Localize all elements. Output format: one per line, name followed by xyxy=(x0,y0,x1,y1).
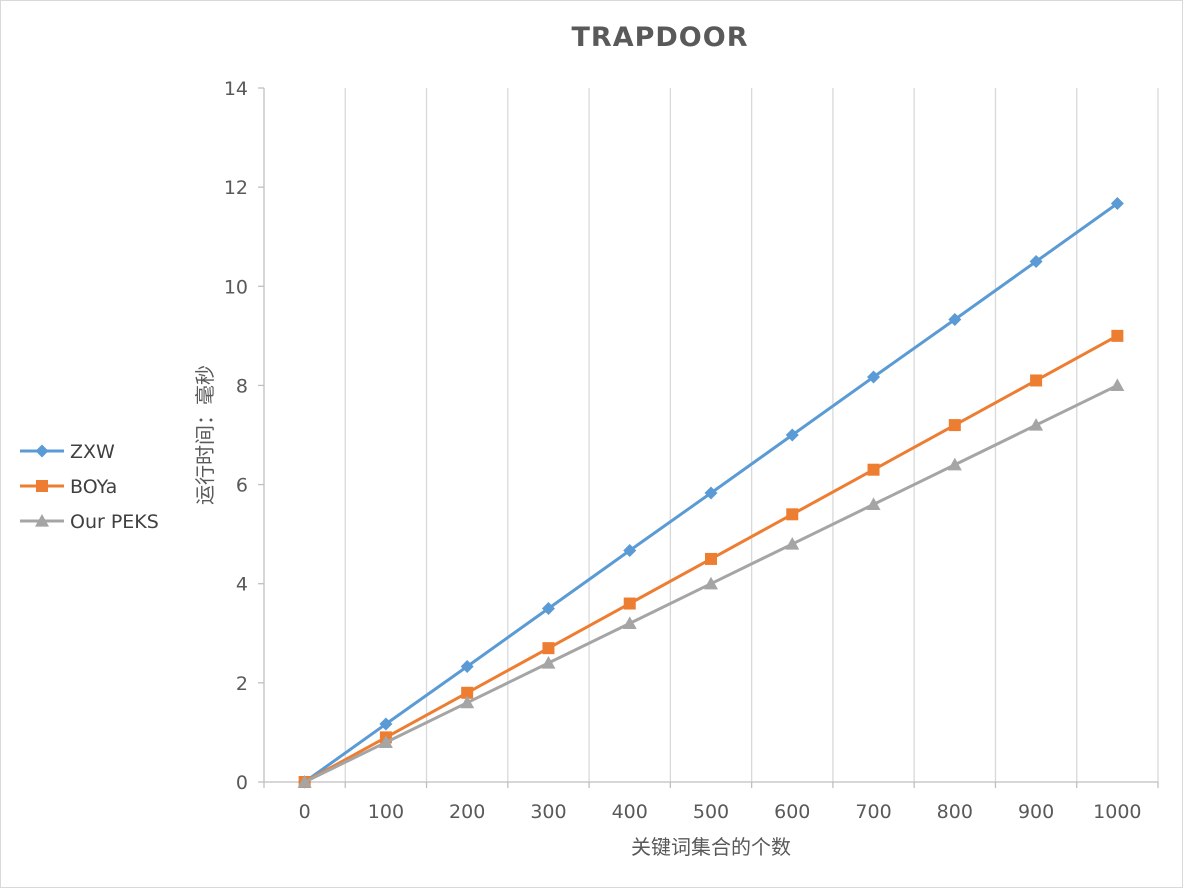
legend: ZXW BOYa Our PEKS xyxy=(20,441,159,533)
y-axis-ticks: 0 2 4 6 8 10 12 14 xyxy=(224,78,264,794)
x-axis-title: 关键词集合的个数 xyxy=(631,835,791,859)
data-point-zxw xyxy=(1110,197,1124,211)
x-axis-ticks: 0 100 200 300 400 500 600 700 800 900 1000 xyxy=(263,782,1159,823)
y-tick-label: 14 xyxy=(224,78,248,100)
data-point-boya xyxy=(623,597,636,610)
legend-label: Our PEKS xyxy=(70,511,159,533)
series-boya xyxy=(298,329,1124,788)
x-tick-label: 400 xyxy=(612,801,648,823)
plot-axes xyxy=(263,88,1158,783)
legend-marker xyxy=(36,480,48,492)
data-point-our-peks xyxy=(785,537,800,550)
y-axis-title: 运行时间：毫秒 xyxy=(193,365,217,505)
x-tick-label: 600 xyxy=(774,801,810,823)
legend-item-our-peks: Our PEKS xyxy=(20,511,159,533)
data-point-our-peks xyxy=(704,576,718,590)
data-point-boya xyxy=(461,686,474,699)
data-point-boya xyxy=(867,463,880,476)
data-point-our-peks xyxy=(460,695,475,709)
legend-item-zxw: ZXW xyxy=(20,441,115,463)
x-tick-label: 300 xyxy=(530,801,566,823)
legend-marker xyxy=(35,444,49,458)
data-point-boya xyxy=(786,508,799,521)
y-tick-label: 2 xyxy=(236,673,248,695)
data-point-our-peks xyxy=(947,457,962,471)
y-tick-label: 0 xyxy=(236,772,248,794)
y-tick-label: 6 xyxy=(236,475,248,497)
data-point-zxw xyxy=(785,428,799,442)
data-point-zxw xyxy=(704,486,718,500)
x-tick-label: 100 xyxy=(368,801,404,823)
x-tick-label: 1000 xyxy=(1093,801,1141,823)
data-point-zxw xyxy=(948,312,962,326)
x-tick-label: 800 xyxy=(937,801,973,823)
legend-marker xyxy=(35,514,49,527)
plot-gridlines xyxy=(344,88,1159,782)
data-point-zxw xyxy=(623,544,637,558)
legend-label: ZXW xyxy=(70,441,115,463)
data-point-boya xyxy=(1030,374,1043,387)
series-zxw xyxy=(298,197,1124,789)
data-point-boya xyxy=(705,552,717,565)
y-tick-label: 10 xyxy=(224,276,248,298)
y-tick-label: 8 xyxy=(236,375,248,397)
data-point-our-peks xyxy=(541,656,556,669)
data-point-boya xyxy=(1111,329,1124,342)
x-tick-label: 0 xyxy=(299,801,311,823)
x-tick-label: 200 xyxy=(449,801,485,823)
data-point-zxw xyxy=(379,717,393,731)
data-point-our-peks xyxy=(1029,418,1044,431)
data-point-our-peks xyxy=(378,735,393,748)
data-point-zxw xyxy=(867,370,881,384)
x-tick-label: 700 xyxy=(855,801,891,823)
legend-item-boya: BOYa xyxy=(20,476,117,498)
data-point-our-peks xyxy=(1110,378,1125,392)
data-point-our-peks xyxy=(622,616,637,629)
data-point-zxw xyxy=(1029,255,1043,268)
data-point-boya xyxy=(542,642,555,655)
x-tick-label: 900 xyxy=(1018,801,1054,823)
data-point-boya xyxy=(948,419,961,432)
y-tick-label: 4 xyxy=(236,574,248,596)
data-point-our-peks xyxy=(297,775,312,788)
chart-title: TRAPDOOR xyxy=(571,22,748,53)
legend-label: BOYa xyxy=(70,476,117,498)
series-our-peks xyxy=(297,378,1125,788)
x-tick-label: 500 xyxy=(693,801,729,823)
data-point-our-peks xyxy=(866,497,881,510)
data-point-zxw xyxy=(541,602,555,615)
y-tick-label: 12 xyxy=(224,177,248,199)
series-group xyxy=(297,197,1125,789)
data-point-zxw xyxy=(460,659,474,673)
